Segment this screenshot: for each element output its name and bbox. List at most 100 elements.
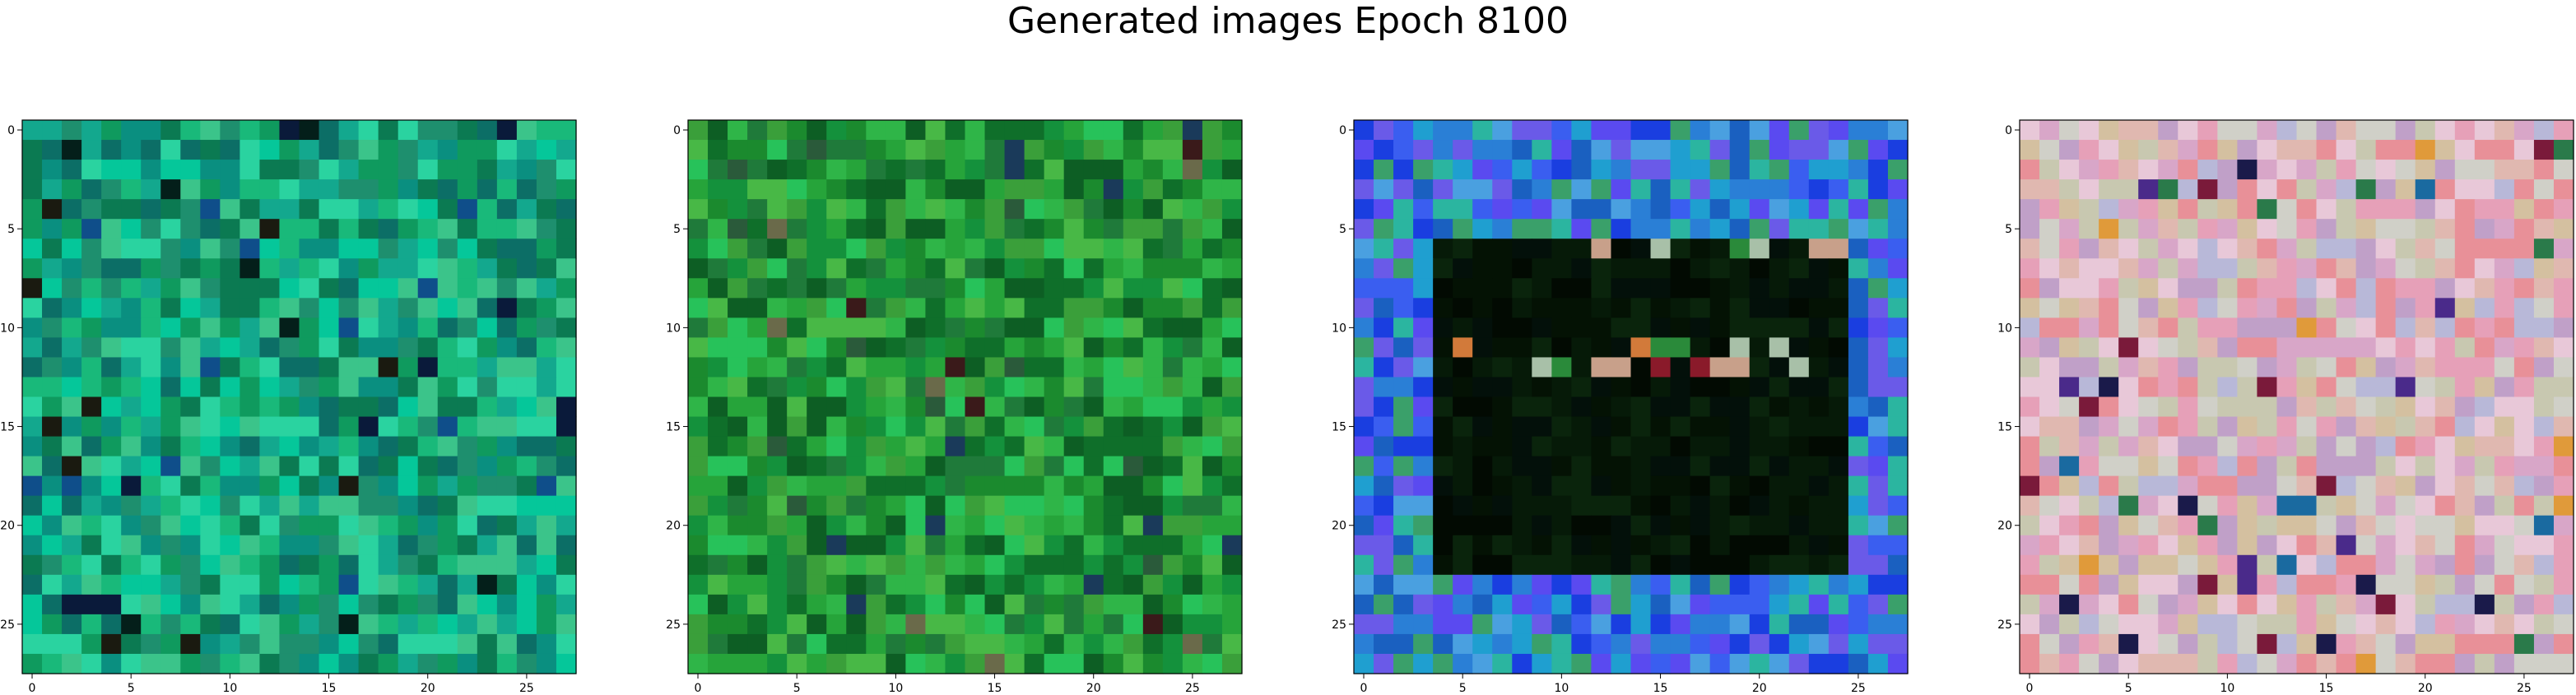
heatmap-cell <box>2079 554 2099 576</box>
heatmap-cell <box>1123 377 1144 398</box>
heatmap-cell <box>2099 574 2119 595</box>
heatmap-cell <box>62 199 82 220</box>
heatmap-cell <box>220 120 240 141</box>
heatmap-cell <box>1650 317 1672 338</box>
heatmap-cell <box>2296 554 2318 576</box>
heatmap-cell <box>319 574 340 595</box>
heatmap-cell <box>496 120 518 141</box>
heatmap-cell <box>984 475 1006 497</box>
heatmap-cell <box>437 574 458 595</box>
heatmap-cell <box>536 475 557 497</box>
heatmap-cell <box>1374 633 1394 655</box>
heatmap-cell <box>42 160 63 180</box>
heatmap-cell <box>826 653 847 674</box>
heatmap-cell <box>2138 357 2159 378</box>
heatmap-cell <box>2118 416 2139 438</box>
heatmap-cell <box>398 633 419 655</box>
heatmap-cell <box>1551 258 1572 279</box>
heatmap-cell <box>1492 357 1513 378</box>
heatmap-cell <box>1828 278 1849 299</box>
heatmap-cell <box>42 298 63 318</box>
heatmap-cell <box>378 258 399 279</box>
heatmap-cell <box>1182 219 1203 239</box>
heatmap-cell <box>62 554 82 576</box>
heatmap-cell <box>1063 535 1085 556</box>
heatmap-cell <box>319 377 340 398</box>
heatmap-cell <box>1083 337 1104 359</box>
heatmap-cell <box>2237 140 2258 160</box>
heatmap-cell <box>2395 377 2416 398</box>
heatmap-cell <box>984 160 1006 180</box>
heatmap-cell <box>2316 377 2337 398</box>
heatmap-cell <box>2336 574 2357 595</box>
heatmap-cell <box>1103 554 1124 576</box>
heatmap-cell <box>1749 298 1770 318</box>
heatmap-cell <box>62 239 82 259</box>
heatmap-cell <box>239 278 261 299</box>
heatmap-cell <box>378 278 399 299</box>
heatmap-cell <box>239 298 261 318</box>
heatmap-cell <box>965 456 986 477</box>
heatmap-cell <box>728 179 748 200</box>
heatmap-cell <box>866 120 886 141</box>
heatmap-cell <box>787 160 807 180</box>
heatmap-cell <box>925 140 946 160</box>
heatmap-cell <box>2079 633 2099 655</box>
heatmap-cell <box>2474 278 2495 299</box>
heatmap-cell <box>767 495 788 517</box>
heatmap-cell <box>1472 495 1493 517</box>
heatmap-cell <box>925 495 946 517</box>
heatmap-cell <box>1670 633 1691 655</box>
heatmap-cell <box>239 653 261 674</box>
heatmap-cell <box>417 456 439 477</box>
heatmap-cell <box>2375 278 2397 299</box>
heatmap-cell <box>1123 258 1144 279</box>
heatmap-cell <box>1729 436 1751 457</box>
heatmap-cell <box>1788 120 1810 141</box>
heatmap-cell <box>1472 653 1493 674</box>
heatmap-cell <box>2059 298 2080 318</box>
heatmap-cell <box>398 377 419 398</box>
heatmap-cell <box>2197 614 2218 635</box>
heatmap-cell <box>1024 416 1045 438</box>
heatmap-cell <box>2395 633 2416 655</box>
heatmap-cell <box>1182 377 1203 398</box>
heatmap-cell <box>984 120 1006 141</box>
heatmap-cell <box>239 594 261 615</box>
heatmap-cell <box>279 495 300 517</box>
heatmap-cell <box>1354 337 1374 359</box>
heatmap-cell <box>2454 120 2476 141</box>
heatmap-cell <box>787 574 807 595</box>
heatmap-cell <box>925 515 946 536</box>
heatmap-cell <box>1650 416 1672 438</box>
heatmap-cell <box>747 495 768 517</box>
heatmap-cell <box>984 633 1006 655</box>
heatmap-cell <box>1221 239 1243 259</box>
heatmap-cell <box>1670 219 1691 239</box>
heatmap-cell <box>1492 239 1513 259</box>
heatmap-cell <box>22 475 43 497</box>
heatmap-cell <box>767 278 788 299</box>
heatmap-cell <box>62 317 82 338</box>
heatmap-cell <box>846 258 867 279</box>
heatmap-cell <box>1024 436 1045 457</box>
heatmap-cell <box>965 298 986 318</box>
heatmap-cell <box>905 594 927 615</box>
heatmap-cell <box>866 337 886 359</box>
heatmap-cell <box>378 535 399 556</box>
heatmap-cell <box>1848 436 1869 457</box>
heatmap-cell <box>905 219 927 239</box>
heatmap-cell <box>1887 475 1909 497</box>
heatmap-cell <box>160 535 181 556</box>
heatmap-cell <box>1709 535 1731 556</box>
heatmap-cell <box>1004 396 1025 418</box>
heatmap-cell <box>787 377 807 398</box>
heatmap-cell <box>2039 357 2060 378</box>
heatmap-cell <box>1709 475 1731 497</box>
heatmap-cell <box>2533 120 2555 141</box>
heatmap-cell <box>1492 120 1513 141</box>
heatmap-cell <box>1808 653 1830 674</box>
heatmap-cell <box>2513 416 2535 438</box>
heatmap-cell <box>1828 594 1849 615</box>
heatmap-cell <box>807 475 827 497</box>
